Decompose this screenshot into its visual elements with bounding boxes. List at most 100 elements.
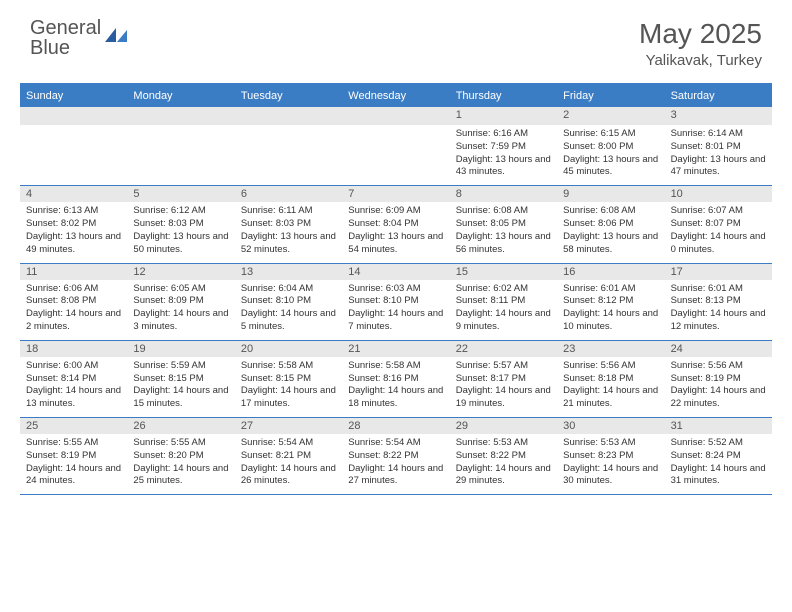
day-cell: Sunrise: 6:01 AMSunset: 8:13 PMDaylight:… (665, 280, 772, 340)
sunset-line: Sunset: 8:19 PM (26, 450, 121, 463)
day-cell: Sunrise: 6:14 AMSunset: 8:01 PMDaylight:… (665, 125, 772, 185)
calendar: SundayMondayTuesdayWednesdayThursdayFrid… (20, 83, 772, 495)
daybody-row: Sunrise: 6:06 AMSunset: 8:08 PMDaylight:… (20, 280, 772, 340)
header: General Blue May 2025 Yalikavak, Turkey (0, 0, 792, 77)
sunset-line: Sunset: 8:06 PM (563, 218, 658, 231)
sunset-line: Sunset: 8:01 PM (671, 141, 766, 154)
day-number: 2 (557, 107, 664, 125)
day-cell: Sunrise: 6:08 AMSunset: 8:05 PMDaylight:… (450, 202, 557, 262)
day-cell: Sunrise: 5:55 AMSunset: 8:20 PMDaylight:… (127, 434, 234, 494)
day-cell (342, 125, 449, 185)
daylight-line: Daylight: 13 hours and 50 minutes. (133, 231, 228, 257)
day-number: 11 (20, 264, 127, 280)
day-cell: Sunrise: 6:11 AMSunset: 8:03 PMDaylight:… (235, 202, 342, 262)
sunset-line: Sunset: 8:22 PM (456, 450, 551, 463)
sunset-line: Sunset: 8:07 PM (671, 218, 766, 231)
day-cell (20, 125, 127, 185)
day-number: 23 (557, 341, 664, 357)
sunset-line: Sunset: 8:09 PM (133, 295, 228, 308)
day-cell: Sunrise: 6:15 AMSunset: 8:00 PMDaylight:… (557, 125, 664, 185)
day-cell: Sunrise: 5:54 AMSunset: 8:21 PMDaylight:… (235, 434, 342, 494)
daylight-line: Daylight: 13 hours and 49 minutes. (26, 231, 121, 257)
sunrise-line: Sunrise: 6:16 AM (456, 128, 551, 141)
day-number: 15 (450, 264, 557, 280)
sunrise-line: Sunrise: 5:58 AM (241, 360, 336, 373)
week-row: 11121314151617Sunrise: 6:06 AMSunset: 8:… (20, 264, 772, 341)
sunrise-line: Sunrise: 6:11 AM (241, 205, 336, 218)
sunrise-line: Sunrise: 6:14 AM (671, 128, 766, 141)
sunset-line: Sunset: 8:16 PM (348, 373, 443, 386)
day-number: 26 (127, 418, 234, 434)
logo: General Blue (30, 18, 127, 58)
sunset-line: Sunset: 8:12 PM (563, 295, 658, 308)
sunset-line: Sunset: 7:59 PM (456, 141, 551, 154)
sunset-line: Sunset: 8:03 PM (133, 218, 228, 231)
day-number (127, 107, 234, 125)
day-number: 10 (665, 186, 772, 202)
sunrise-line: Sunrise: 6:02 AM (456, 283, 551, 296)
sunrise-line: Sunrise: 6:09 AM (348, 205, 443, 218)
sunset-line: Sunset: 8:24 PM (671, 450, 766, 463)
sunrise-line: Sunrise: 6:03 AM (348, 283, 443, 296)
day-cell: Sunrise: 5:54 AMSunset: 8:22 PMDaylight:… (342, 434, 449, 494)
day-number: 8 (450, 186, 557, 202)
day-cell: Sunrise: 5:56 AMSunset: 8:18 PMDaylight:… (557, 357, 664, 417)
logo-sail-icon (105, 28, 127, 42)
sunset-line: Sunset: 8:22 PM (348, 450, 443, 463)
dow-cell: Thursday (450, 85, 557, 107)
day-number: 9 (557, 186, 664, 202)
day-cell: Sunrise: 6:12 AMSunset: 8:03 PMDaylight:… (127, 202, 234, 262)
daylight-line: Daylight: 14 hours and 0 minutes. (671, 231, 766, 257)
daylight-line: Daylight: 13 hours and 54 minutes. (348, 231, 443, 257)
sunrise-line: Sunrise: 5:56 AM (671, 360, 766, 373)
day-number: 5 (127, 186, 234, 202)
day-number: 17 (665, 264, 772, 280)
daynum-row: 25262728293031 (20, 418, 772, 434)
daybody-row: Sunrise: 5:55 AMSunset: 8:19 PMDaylight:… (20, 434, 772, 494)
sunrise-line: Sunrise: 5:54 AM (241, 437, 336, 450)
sunset-line: Sunset: 8:13 PM (671, 295, 766, 308)
daylight-line: Daylight: 13 hours and 43 minutes. (456, 154, 551, 180)
daylight-line: Daylight: 14 hours and 12 minutes. (671, 308, 766, 334)
daylight-line: Daylight: 13 hours and 45 minutes. (563, 154, 658, 180)
day-cell: Sunrise: 6:09 AMSunset: 8:04 PMDaylight:… (342, 202, 449, 262)
day-number (20, 107, 127, 125)
sunrise-line: Sunrise: 6:15 AM (563, 128, 658, 141)
day-cell: Sunrise: 6:16 AMSunset: 7:59 PMDaylight:… (450, 125, 557, 185)
daylight-line: Daylight: 14 hours and 27 minutes. (348, 463, 443, 489)
sunrise-line: Sunrise: 6:08 AM (456, 205, 551, 218)
day-cell: Sunrise: 6:02 AMSunset: 8:11 PMDaylight:… (450, 280, 557, 340)
dow-row: SundayMondayTuesdayWednesdayThursdayFrid… (20, 85, 772, 107)
sunrise-line: Sunrise: 5:54 AM (348, 437, 443, 450)
title-block: May 2025 Yalikavak, Turkey (639, 18, 762, 69)
day-cell: Sunrise: 5:53 AMSunset: 8:22 PMDaylight:… (450, 434, 557, 494)
sunset-line: Sunset: 8:04 PM (348, 218, 443, 231)
dow-cell: Saturday (665, 85, 772, 107)
day-number: 19 (127, 341, 234, 357)
week-row: 18192021222324Sunrise: 6:00 AMSunset: 8:… (20, 341, 772, 418)
daynum-row: 45678910 (20, 186, 772, 202)
sunset-line: Sunset: 8:03 PM (241, 218, 336, 231)
location: Yalikavak, Turkey (639, 52, 762, 69)
daylight-line: Daylight: 14 hours and 10 minutes. (563, 308, 658, 334)
sunset-line: Sunset: 8:10 PM (241, 295, 336, 308)
daylight-line: Daylight: 14 hours and 29 minutes. (456, 463, 551, 489)
sunset-line: Sunset: 8:23 PM (563, 450, 658, 463)
sunset-line: Sunset: 8:10 PM (348, 295, 443, 308)
sunrise-line: Sunrise: 6:07 AM (671, 205, 766, 218)
daylight-line: Daylight: 14 hours and 19 minutes. (456, 385, 551, 411)
day-number: 7 (342, 186, 449, 202)
sunset-line: Sunset: 8:21 PM (241, 450, 336, 463)
sunrise-line: Sunrise: 6:08 AM (563, 205, 658, 218)
daybody-row: Sunrise: 6:00 AMSunset: 8:14 PMDaylight:… (20, 357, 772, 417)
day-cell: Sunrise: 5:58 AMSunset: 8:16 PMDaylight:… (342, 357, 449, 417)
sunrise-line: Sunrise: 6:01 AM (671, 283, 766, 296)
day-cell: Sunrise: 6:06 AMSunset: 8:08 PMDaylight:… (20, 280, 127, 340)
day-number: 28 (342, 418, 449, 434)
daylight-line: Daylight: 14 hours and 15 minutes. (133, 385, 228, 411)
sunrise-line: Sunrise: 5:52 AM (671, 437, 766, 450)
week-row: 25262728293031Sunrise: 5:55 AMSunset: 8:… (20, 418, 772, 495)
day-number: 21 (342, 341, 449, 357)
day-cell: Sunrise: 6:08 AMSunset: 8:06 PMDaylight:… (557, 202, 664, 262)
sunrise-line: Sunrise: 6:05 AM (133, 283, 228, 296)
